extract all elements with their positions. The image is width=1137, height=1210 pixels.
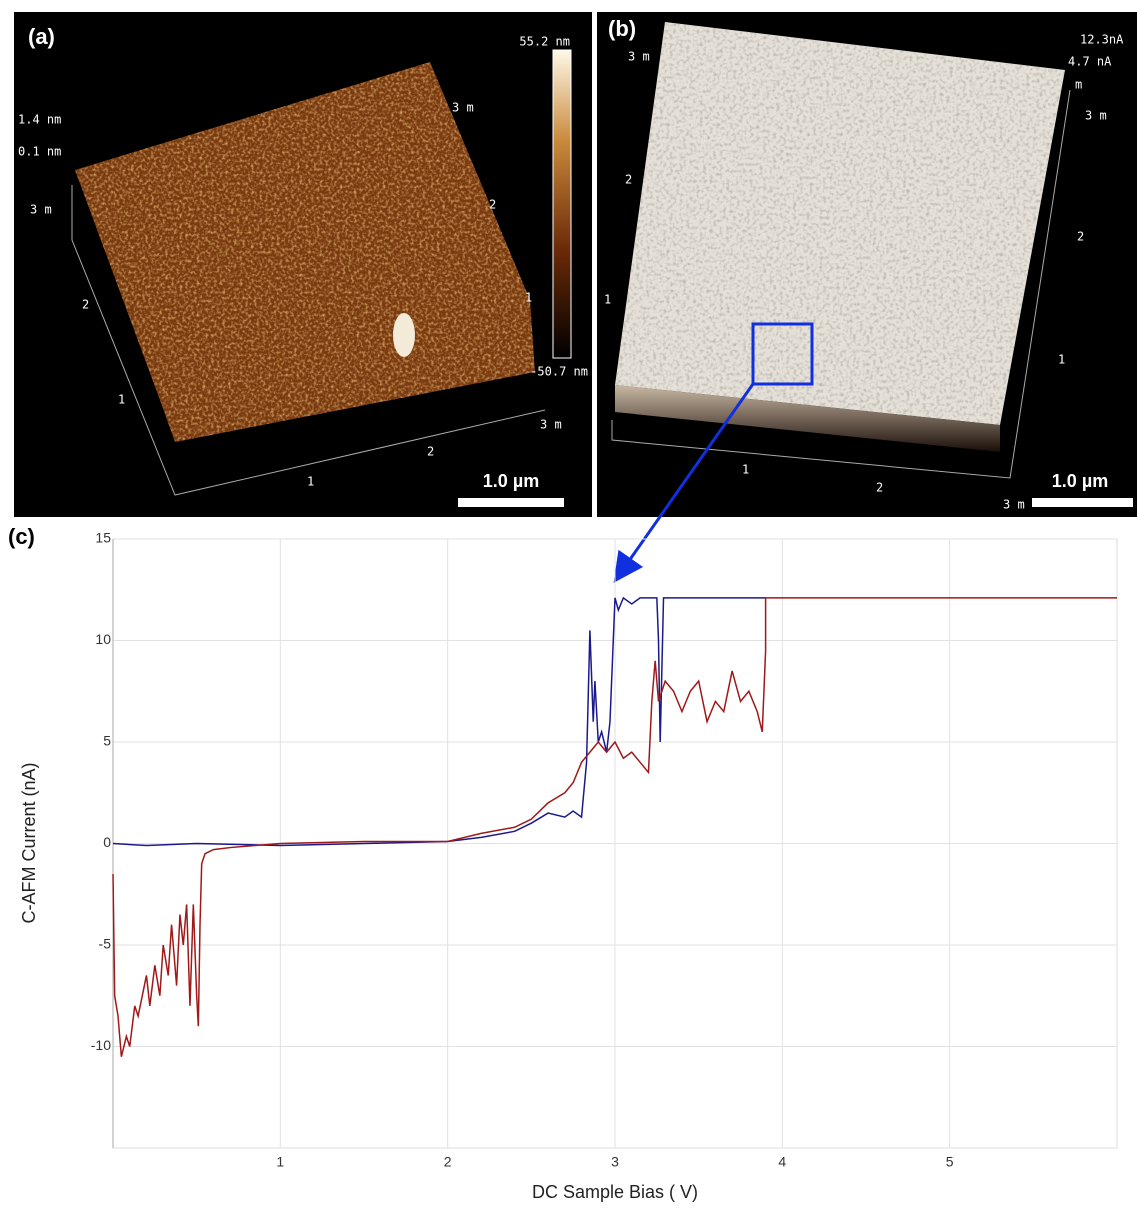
scale-bar-label: 1.0 µm (483, 471, 539, 491)
axis-label: 2 (82, 298, 89, 312)
scale-bar-label: 1.0 µm (1052, 471, 1108, 491)
axis-label: m (1075, 78, 1082, 92)
z-label: 12.3nA (1080, 33, 1124, 47)
y-axis-title: C-AFM Current (nA) (19, 762, 39, 923)
selection-box (751, 322, 814, 386)
panel-label: (b) (608, 16, 636, 41)
axis-label: 3 m (1003, 498, 1025, 512)
scale-bar-a (458, 498, 564, 507)
y-tick-label: -10 (91, 1037, 111, 1053)
arrow (613, 383, 755, 583)
x-tick-label: 1 (276, 1154, 284, 1170)
axis-label: 1 (118, 393, 125, 407)
z-label: 4.7 nA (1068, 55, 1112, 69)
y-tick-label: -5 (99, 936, 112, 952)
axis-label: 1 (742, 463, 749, 477)
x-tick-label: 5 (946, 1154, 954, 1170)
axis-label: 3 m (30, 203, 52, 217)
axis-label: 3 m (452, 101, 474, 115)
x-tick-label: 4 (778, 1154, 786, 1170)
x-tick-label: 2 (444, 1154, 452, 1170)
panel-label: (c) (8, 524, 35, 549)
colorbar-label: -50.7 nm (530, 365, 588, 379)
x-axis-title: DC Sample Bias ( V) (532, 1182, 698, 1202)
x-tick-label: 3 (611, 1154, 619, 1170)
axis-label: 2 (427, 445, 434, 459)
axis-label: 2 (489, 198, 496, 212)
surface-b-texture (615, 22, 1065, 425)
series-line (112, 596, 766, 847)
y-tick-label: 5 (103, 733, 111, 749)
y-tick-label: 10 (95, 631, 111, 647)
surface-a-bump (393, 313, 415, 357)
z-label: 1.4 nm (18, 113, 61, 127)
axis-label: 2 (625, 173, 632, 187)
axis-label: 1 (525, 291, 532, 305)
panel-label: (a) (28, 24, 55, 49)
chart: (c) -10 -5 0 5 10 15 1 2 3 4 5 DC Sample Bias ( V) C-… (8, 524, 1118, 1202)
axis-label: 3 m (1085, 109, 1107, 123)
axes-b (611, 89, 1071, 479)
surface-b-edge (615, 385, 1000, 452)
axis-label: 2 (876, 481, 883, 495)
axis-label: 1 (604, 293, 611, 307)
series-line (112, 597, 1117, 1057)
colorbar-label: 55.2 nm (519, 35, 570, 49)
scale-bar-b (1032, 498, 1133, 507)
afm-panels: (a) 1.0 µm 55.2 nm -50.7 nm 1.4 nm 0.1 nm 3 m 2… (14, 12, 1137, 583)
axis-label: 3 m (628, 50, 650, 64)
y-tick-label: 0 (103, 834, 111, 850)
axis-label: 1 (1058, 353, 1065, 367)
axis-label: 2 (1077, 230, 1084, 244)
axes-a (71, 185, 546, 496)
y-tick-label: 15 (95, 530, 111, 546)
z-label: 0.1 nm (18, 145, 61, 159)
axis-label: 3 m (540, 418, 562, 432)
colorbar (552, 49, 572, 359)
axis-label: 1 (307, 475, 314, 489)
